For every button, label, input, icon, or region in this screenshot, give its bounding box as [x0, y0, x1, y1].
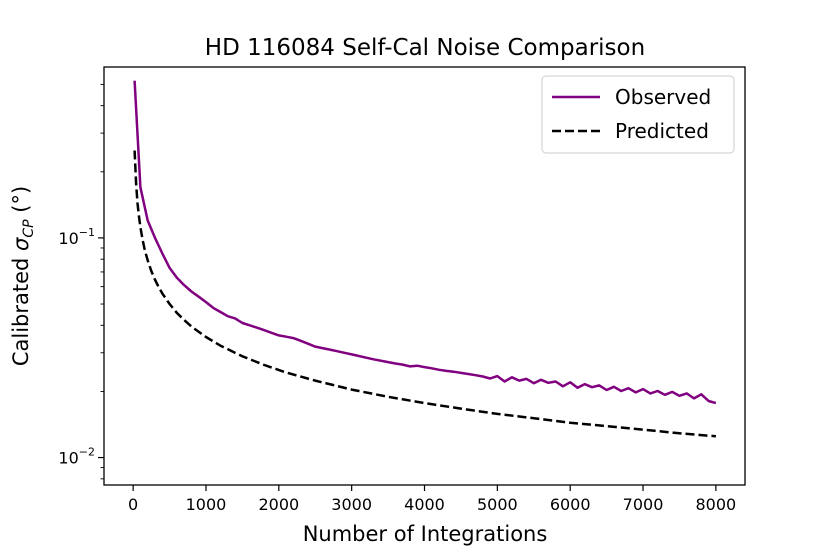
y-tick-label: 10−2 [58, 446, 95, 468]
y-axis-label-suffix: (°) [9, 186, 33, 220]
x-tick-label: 2000 [258, 495, 299, 514]
y-tick-label: 10−1 [58, 226, 95, 248]
y-axis-label: Calibrated σCP (°) [9, 186, 37, 366]
x-tick-label: 5000 [477, 495, 518, 514]
x-axis-ticks: 0 1000 2000 3000 4000 5000 6000 7000 8000 [128, 485, 736, 514]
series-line-predicted [133, 150, 717, 438]
y-tick-label-exponent: −1 [79, 226, 95, 239]
legend-label-observed: Observed [615, 85, 711, 109]
y-axis-label-prefix: Calibrated [9, 251, 33, 366]
y-axis-label-symbol: σ [9, 237, 33, 251]
series-line-observed [133, 80, 717, 405]
chart-title: HD 116084 Self-Cal Noise Comparison [205, 35, 645, 61]
plot-area [133, 80, 717, 438]
legend-label-predicted: Predicted [615, 119, 709, 143]
x-tick-label: 0 [128, 495, 138, 514]
legend: Observed Predicted [541, 75, 735, 154]
x-tick-label: 4000 [404, 495, 445, 514]
y-tick-label-base: 10 [58, 449, 78, 468]
x-axis-label: Number of Integrations [303, 522, 548, 546]
y-tick-label-exponent: −2 [79, 446, 95, 459]
x-tick-label: 7000 [623, 495, 664, 514]
y-axis-ticks: 10−210−1 [58, 83, 104, 480]
legend-box [541, 75, 735, 154]
y-tick-label-base: 10 [58, 229, 78, 248]
x-tick-label: 3000 [331, 495, 372, 514]
x-tick-label: 6000 [550, 495, 591, 514]
x-tick-label: 1000 [186, 495, 227, 514]
y-axis-label-subscript: CP [21, 219, 37, 238]
x-tick-label: 8000 [696, 495, 737, 514]
